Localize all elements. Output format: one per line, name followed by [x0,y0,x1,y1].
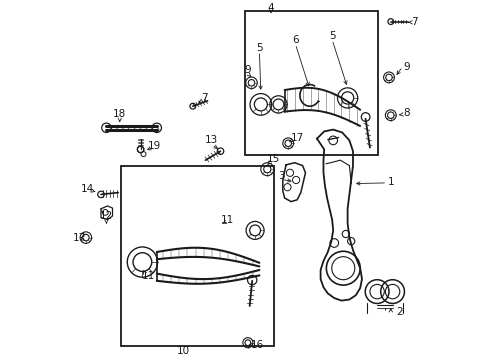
Text: 18: 18 [113,109,126,120]
Text: 12: 12 [100,211,113,221]
Text: 10: 10 [177,346,190,356]
Text: 1: 1 [388,177,394,187]
Text: 4: 4 [268,3,274,13]
Text: 17: 17 [291,132,304,143]
Text: 7: 7 [201,93,208,103]
Text: 7: 7 [411,17,417,27]
Text: 15: 15 [267,154,280,164]
Bar [245,11,378,155]
Text: 17: 17 [73,233,86,243]
Text: 6: 6 [292,35,299,45]
Text: 8: 8 [403,108,410,118]
Bar [121,166,274,346]
Text: 9: 9 [245,65,251,75]
Text: 11: 11 [142,271,155,282]
Text: 13: 13 [205,135,219,145]
Text: 5: 5 [256,42,263,53]
Text: 19: 19 [147,141,161,151]
Text: 11: 11 [221,215,234,225]
Text: 2: 2 [396,307,402,318]
Text: 14: 14 [81,184,94,194]
Text: 3: 3 [278,171,284,181]
Text: 5: 5 [329,31,336,41]
Text: 16: 16 [251,340,264,350]
Text: 9: 9 [403,62,410,72]
